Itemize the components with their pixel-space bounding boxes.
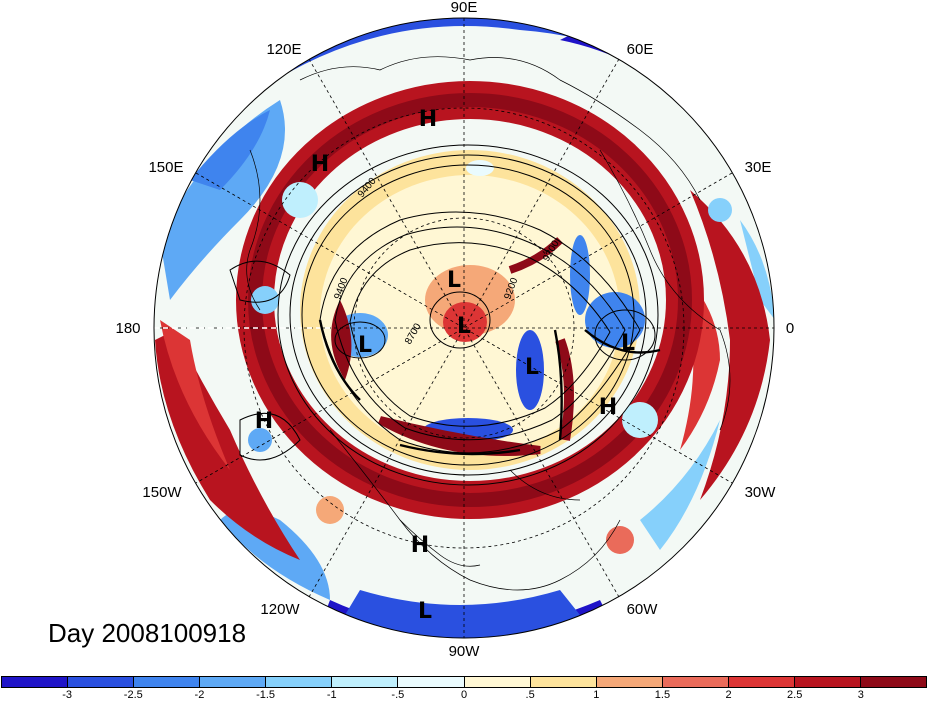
lon-label-120w: 120W bbox=[260, 601, 300, 618]
lon-label-90w: 90W bbox=[449, 643, 481, 660]
colorbar-cell bbox=[464, 677, 531, 687]
low-center-label: L bbox=[418, 599, 432, 624]
colorbar-cell bbox=[861, 677, 927, 687]
low-center-label: L bbox=[621, 331, 635, 356]
anomaly-field bbox=[154, 18, 774, 638]
tight-gradient-contours bbox=[318, 319, 661, 456]
lon-label-30w: 30W bbox=[745, 484, 777, 501]
colorbar-cell bbox=[596, 677, 663, 687]
lon-label-150e: 150E bbox=[148, 159, 183, 176]
lon-label-60w: 60W bbox=[627, 601, 659, 618]
date-title: Day 2008100918 bbox=[48, 618, 247, 648]
colorbar-cell bbox=[2, 677, 69, 687]
high-center-label: H bbox=[311, 152, 329, 177]
coastlines bbox=[246, 56, 731, 591]
colorbar-tick-label: -.5 bbox=[391, 689, 405, 701]
colorbar-cell bbox=[398, 677, 465, 687]
low-center-label: L bbox=[525, 355, 539, 380]
colorbar-cell bbox=[200, 677, 267, 687]
map-border bbox=[153, 17, 775, 639]
colorbar-cell bbox=[134, 677, 201, 687]
lon-label-0: 0 bbox=[786, 320, 794, 337]
colorbar bbox=[1, 676, 927, 688]
high-center-label: H bbox=[419, 107, 437, 132]
lon-label-90e: 90E bbox=[451, 0, 478, 16]
low-center-label: L bbox=[457, 314, 471, 339]
colorbar-tick-label: -3 bbox=[62, 689, 73, 701]
colorbar-cell bbox=[794, 677, 862, 687]
high-center-label: H bbox=[599, 395, 617, 420]
colorbar-tick-label: -1 bbox=[326, 689, 337, 701]
colorbar-tick-labels: -3 -2.5 -2 -1.5 -1 -.5 0 .5 1 1.5 2 2.5 3 bbox=[0, 689, 928, 703]
colorbar-tick-label: .5 bbox=[525, 689, 535, 701]
colorbar-cell bbox=[728, 677, 795, 687]
colorbar-tick-label: 2 bbox=[725, 689, 732, 701]
colorbar-tick-label: -2 bbox=[194, 689, 205, 701]
lon-label-60e: 60E bbox=[627, 41, 654, 58]
colorbar-tick-label: 1.5 bbox=[654, 689, 671, 701]
colorbar-tick-label: 0 bbox=[460, 689, 468, 701]
colorbar-cell bbox=[662, 677, 729, 687]
colorbar-cell bbox=[530, 677, 597, 687]
colorbar-cell bbox=[332, 677, 399, 687]
high-center-label: H bbox=[255, 409, 273, 434]
colorbar-tick-label: -2.5 bbox=[123, 689, 143, 701]
colorbar-tick-label: 2.5 bbox=[787, 689, 803, 701]
colorbar-cell bbox=[68, 677, 135, 687]
high-center-label: H bbox=[411, 533, 429, 558]
lon-label-120e: 120E bbox=[266, 41, 301, 58]
lon-label-180: 180 bbox=[115, 320, 140, 337]
low-center-label: L bbox=[447, 268, 461, 293]
colorbar-tick-label: 3 bbox=[857, 689, 864, 701]
lon-label-150w: 150W bbox=[142, 484, 182, 501]
colorbar-cell bbox=[266, 677, 333, 687]
lon-label-30e: 30E bbox=[745, 159, 772, 176]
colorbar-tick-label: 1 bbox=[593, 689, 600, 701]
colorbar-tick-label: -1.5 bbox=[256, 689, 276, 701]
low-center-label: L bbox=[358, 333, 372, 358]
